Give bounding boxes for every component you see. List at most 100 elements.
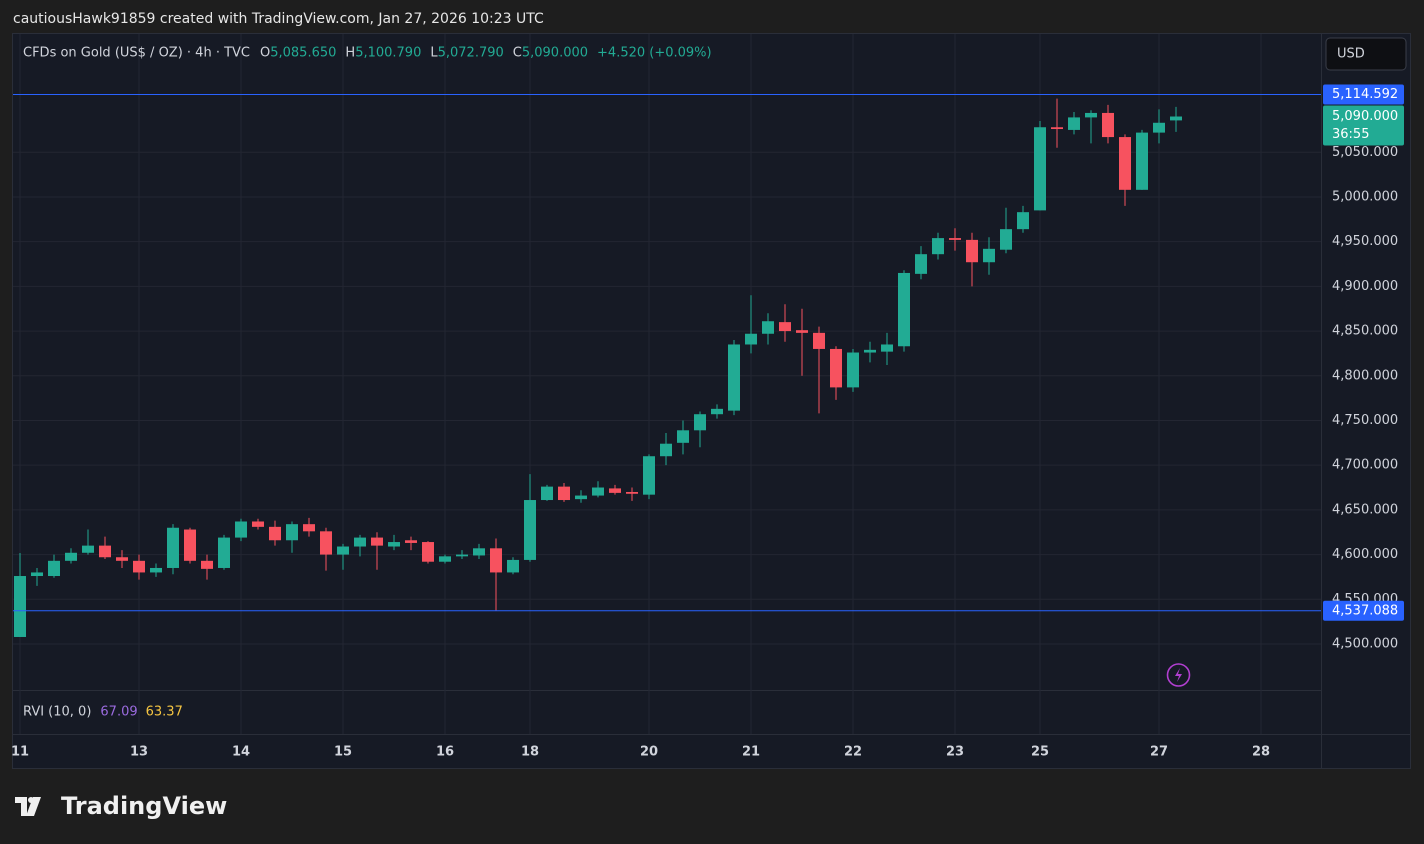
candle-body [592,487,604,496]
currency-button[interactable] [1325,37,1407,71]
candle-body [422,542,434,562]
price-line-label: 5,114.592 [1332,87,1398,102]
candle-body [99,545,111,558]
change: +4.520 (+0.09%) [597,46,712,61]
x-tick-label: 27 [1150,745,1168,760]
candle-body [660,443,672,457]
candle-body [133,560,145,573]
logo-icon [15,797,41,816]
x-tick-label: 18 [521,745,539,760]
candle-body [14,576,26,637]
x-tick-label: 20 [640,745,658,760]
logo-text: TradingView [61,792,227,820]
candle-body [949,238,961,240]
candle-body [1034,127,1046,211]
grid [13,34,1321,734]
candle-body [31,572,43,577]
candle-body [201,560,213,569]
ohlc-value: 5,100.790 [355,46,421,61]
x-tick-label: 22 [844,745,862,760]
candle-body [643,456,655,495]
candle-body [524,500,536,560]
countdown: 36:55 [1332,127,1369,142]
candle-body [558,486,570,501]
alert-icon[interactable] [1166,663,1191,687]
ohlc-value: 5,072.790 [438,46,504,61]
candle-body [881,344,893,352]
candle-body [762,321,774,334]
candle-body [1119,137,1131,190]
candle-body [286,524,298,541]
candle-body [813,332,825,349]
y-tick-label: 4,750.000 [1332,413,1398,428]
candle-body [235,521,247,538]
candle-body [541,486,553,501]
candle-body [864,349,876,353]
candle-body [116,557,128,561]
candle-body [167,527,179,568]
ohlc-value: 5,090.000 [522,46,588,61]
chart-panel [12,33,1411,769]
candle-body [252,521,264,527]
x-tick-label: 16 [436,745,454,760]
candle-body [1102,112,1114,138]
candle-body [65,552,77,561]
x-tick-label: 28 [1252,745,1270,760]
candle-body [779,322,791,332]
candle-body [439,556,451,562]
candle-body [218,537,230,568]
x-tick-label: 11 [11,745,29,760]
candle-body [1068,117,1080,130]
candle-body [1136,132,1148,190]
x-tick-label: 21 [742,745,760,760]
y-tick-label: 4,900.000 [1332,279,1398,294]
candle-body [354,537,366,547]
indicator-value: 63.37 [146,705,183,720]
candle-body [966,239,978,263]
ohlc-key: H [345,46,355,61]
candle-body [337,546,349,555]
candle-body [796,330,808,333]
candle-body [1085,112,1097,118]
candle-body [983,248,995,263]
y-tick-label: 4,950.000 [1332,234,1398,249]
candle-body [575,495,587,500]
y-tick-label: 5,050.000 [1332,145,1398,160]
candle-body [728,344,740,411]
candle-body [830,348,842,388]
candle-body [490,548,502,573]
candle-body [456,554,468,557]
x-tick-label: 23 [946,745,964,760]
candle-body [150,567,162,573]
y-tick-label: 4,650.000 [1332,502,1398,517]
ohlc-key: L [430,46,438,61]
y-tick-label: 4,500.000 [1332,636,1398,651]
candle-body [1000,229,1012,250]
candle-body [405,540,417,543]
candle-body [847,352,859,388]
y-tick-label: 4,600.000 [1332,547,1398,562]
logo-dot [28,797,34,803]
candle-body [711,408,723,415]
legend: CFDs on Gold (US$ / OZ) · 4h · TVC O 5,08… [23,46,712,720]
y-tick-label: 4,850.000 [1332,324,1398,339]
last-price-tag [1323,105,1404,146]
candle-body [48,560,60,577]
candle-body [388,542,400,547]
ohlc-key: O [260,46,270,61]
last-price-label: 5,090.000 [1332,109,1398,124]
candle-body [473,548,485,556]
indicator-value: 67.09 [100,705,137,720]
alert-bolt [1175,668,1182,682]
indicator-name: RVI (10, 0) [23,705,91,720]
currency[interactable]: USD [1337,47,1365,62]
candles [14,98,1182,637]
candle-body [184,529,196,561]
candle-body [507,559,519,573]
ohlc-key: C [513,46,522,61]
candle-body [269,526,281,541]
candle-body [745,333,757,345]
price-line-tag [1323,600,1404,621]
x-tick-label: 13 [130,745,148,760]
